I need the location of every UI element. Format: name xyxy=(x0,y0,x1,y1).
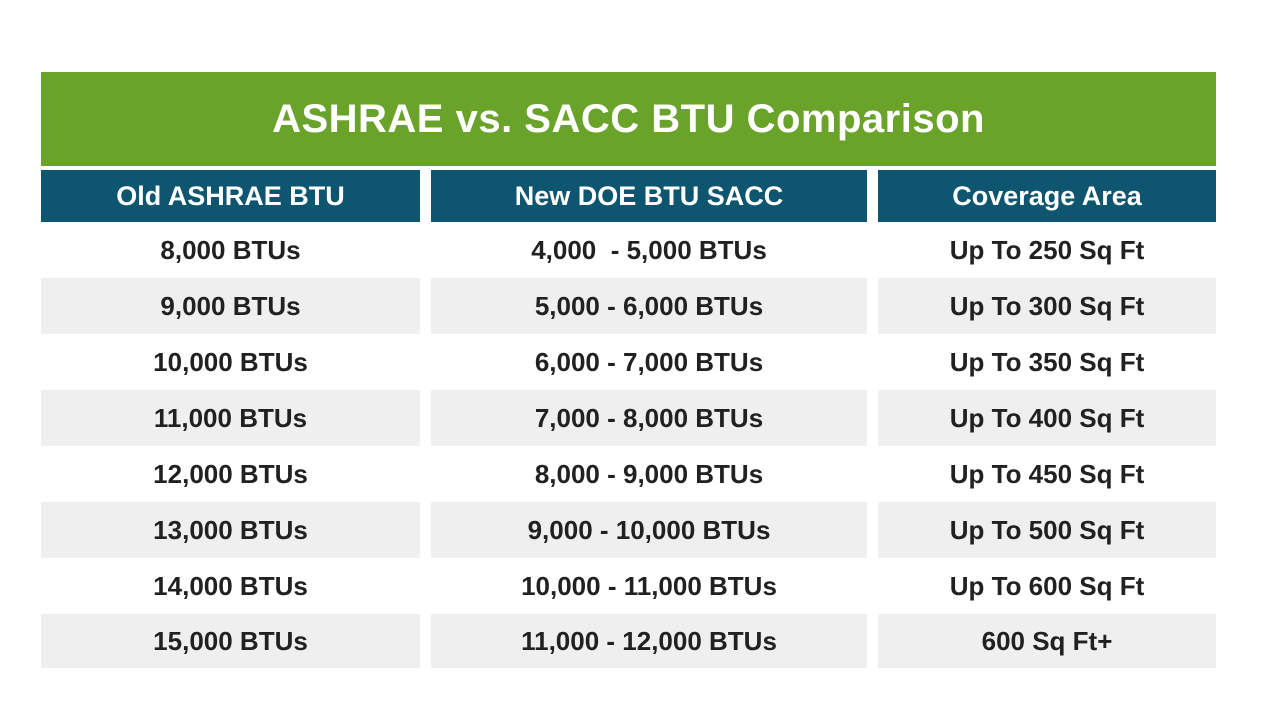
table-cell: 14,000 BTUs xyxy=(41,558,420,614)
table-cell: 4,000 - 5,000 BTUs xyxy=(431,222,867,278)
table-cell: 10,000 - 11,000 BTUs xyxy=(431,558,867,614)
table-cell: 6,000 - 7,000 BTUs xyxy=(431,334,867,390)
table-cell: 11,000 - 12,000 BTUs xyxy=(431,614,867,668)
table-cell: 9,000 - 10,000 BTUs xyxy=(431,502,867,558)
table-cell: 9,000 BTUs xyxy=(41,278,420,334)
table-cell: 12,000 BTUs xyxy=(41,446,420,502)
column-header-coverage-area: Coverage Area xyxy=(878,170,1216,222)
column-header-old-ashrae-btu: Old ASHRAE BTU xyxy=(41,170,420,222)
table-cell: 7,000 - 8,000 BTUs xyxy=(431,390,867,446)
table-title: ASHRAE vs. SACC BTU Comparison xyxy=(272,96,985,141)
table-cell: 5,000 - 6,000 BTUs xyxy=(431,278,867,334)
table-cell: 10,000 BTUs xyxy=(41,334,420,390)
table-cell: 15,000 BTUs xyxy=(41,614,420,668)
table-cell: Up To 600 Sq Ft xyxy=(878,558,1216,614)
column-header-new-doe-btu-sacc: New DOE BTU SACC xyxy=(431,170,867,222)
btu-comparison-table: ASHRAE vs. SACC BTU Comparison Old ASHRA… xyxy=(41,72,1216,668)
table-cell: 8,000 - 9,000 BTUs xyxy=(431,446,867,502)
table-cell: Up To 300 Sq Ft xyxy=(878,278,1216,334)
table-title-bar: ASHRAE vs. SACC BTU Comparison xyxy=(41,72,1216,166)
table-cell: Up To 350 Sq Ft xyxy=(878,334,1216,390)
table-cell: 13,000 BTUs xyxy=(41,502,420,558)
table-cell: 600 Sq Ft+ xyxy=(878,614,1216,668)
table-grid: Old ASHRAE BTU New DOE BTU SACC Coverage A… xyxy=(41,170,1216,668)
table-cell: Up To 500 Sq Ft xyxy=(878,502,1216,558)
table-cell: Up To 450 Sq Ft xyxy=(878,446,1216,502)
table-cell: Up To 250 Sq Ft xyxy=(878,222,1216,278)
table-cell: 11,000 BTUs xyxy=(41,390,420,446)
table-cell: 8,000 BTUs xyxy=(41,222,420,278)
table-cell: Up To 400 Sq Ft xyxy=(878,390,1216,446)
